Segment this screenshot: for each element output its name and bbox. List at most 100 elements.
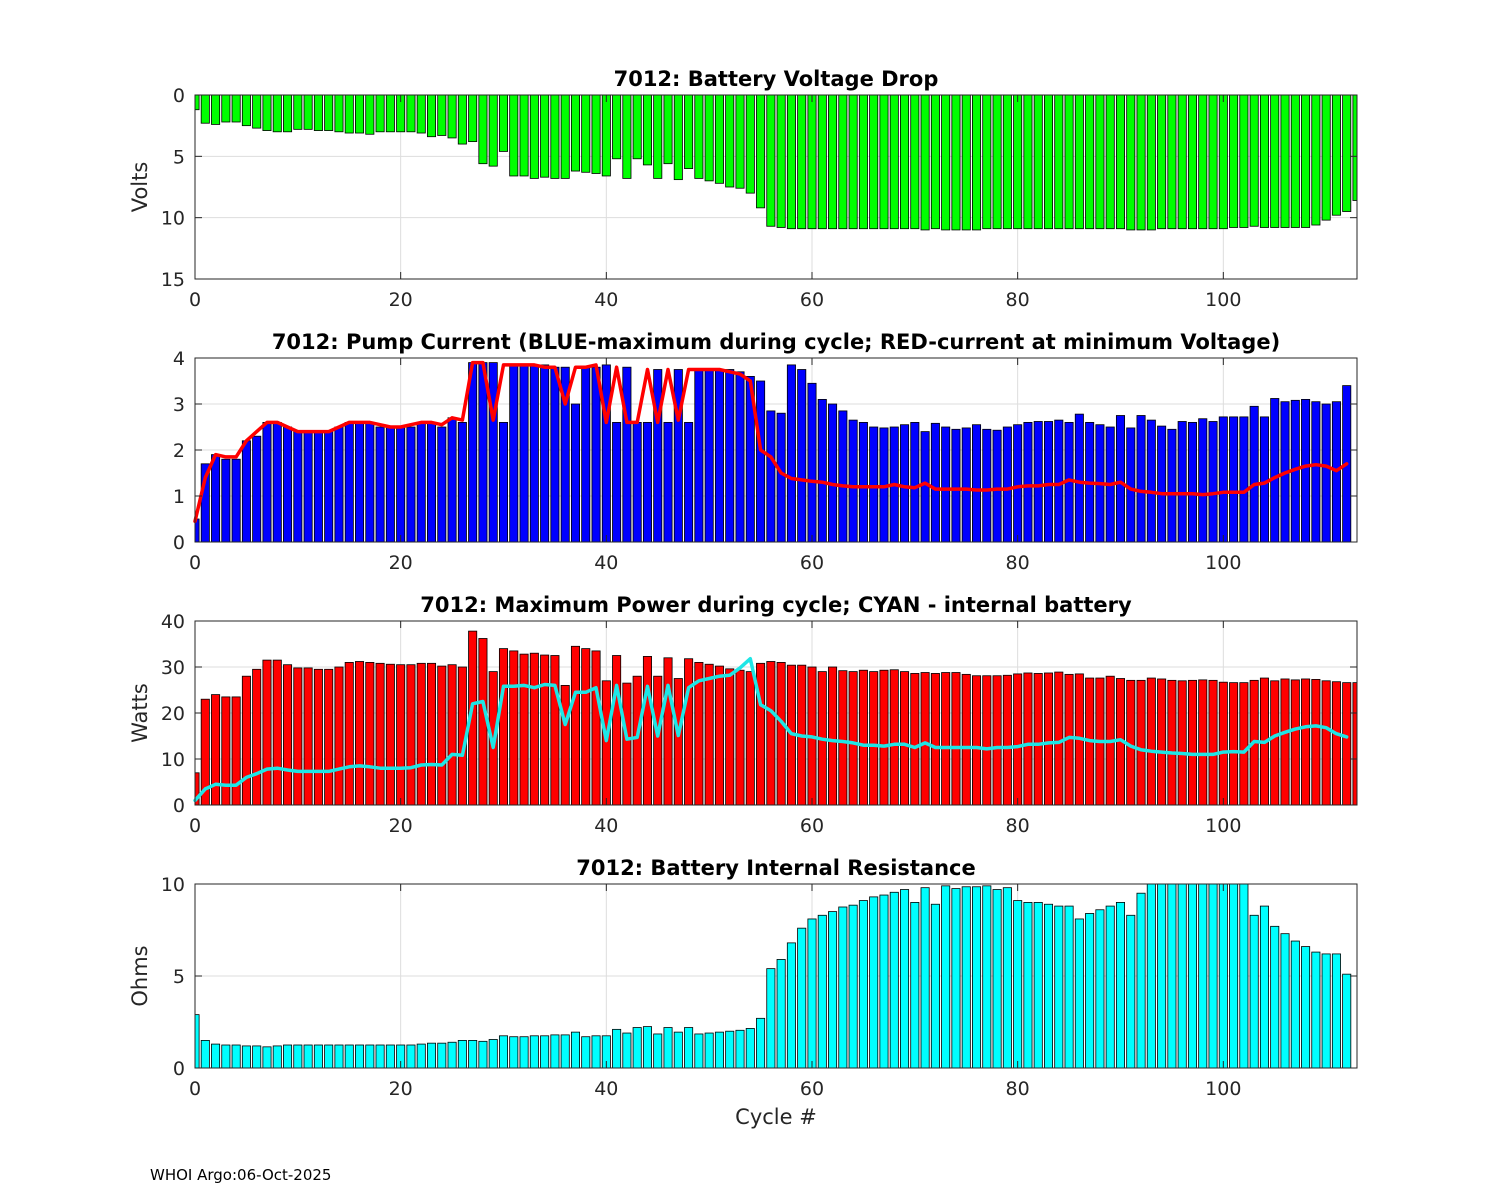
- bar: [653, 369, 663, 543]
- bar: [560, 685, 570, 806]
- bar: [1311, 951, 1321, 1069]
- bar: [725, 369, 735, 543]
- bar: [293, 667, 303, 806]
- footer-text: WHOI Argo:06-Oct-2025: [150, 1166, 332, 1184]
- bar: [231, 94, 241, 123]
- bar: [714, 1031, 724, 1069]
- bar: [1002, 426, 1012, 543]
- bar: [550, 94, 560, 179]
- bar: [1321, 403, 1331, 543]
- bar: [632, 94, 642, 160]
- bar: [601, 94, 611, 177]
- bar: [848, 904, 858, 1069]
- bar: [313, 668, 323, 806]
- bar: [457, 94, 467, 145]
- bar: [930, 903, 940, 1069]
- bar: [498, 94, 509, 152]
- bar: [1167, 428, 1177, 543]
- x-tick-label: 100: [1205, 1078, 1241, 1100]
- x-tick-label: 20: [389, 815, 413, 837]
- bar: [632, 421, 642, 543]
- bar: [838, 410, 848, 543]
- bar: [1167, 883, 1177, 1069]
- y-tick-label: 15: [161, 269, 185, 291]
- bar: [1013, 94, 1023, 230]
- bar: [437, 94, 447, 136]
- x-tick-label: 0: [189, 289, 201, 311]
- bar: [1115, 415, 1125, 543]
- bar: [951, 888, 961, 1069]
- bar: [324, 1044, 334, 1069]
- bar: [704, 663, 714, 806]
- bar: [1033, 673, 1043, 806]
- bar: [694, 1033, 704, 1069]
- bar: [283, 1044, 293, 1069]
- bar: [766, 968, 776, 1069]
- bar: [900, 671, 910, 806]
- bar: [355, 1044, 365, 1069]
- bar: [1229, 94, 1239, 228]
- bar: [426, 421, 437, 543]
- bar: [1198, 94, 1208, 230]
- bar: [1311, 401, 1321, 543]
- bar: [632, 1027, 642, 1069]
- bar: [725, 1030, 735, 1069]
- bar: [1054, 905, 1064, 1069]
- bar: [817, 398, 827, 543]
- x-tick-label: 60: [800, 552, 824, 574]
- y-tick-label: 0: [173, 85, 185, 107]
- bar: [529, 94, 539, 179]
- bar: [344, 421, 354, 543]
- bar: [1249, 914, 1259, 1069]
- bar: [1146, 94, 1156, 231]
- bar: [457, 1040, 467, 1069]
- bar: [1146, 419, 1156, 543]
- y-tick-label: 2: [173, 440, 185, 462]
- bar: [889, 669, 899, 806]
- bar: [550, 655, 560, 806]
- bar: [334, 666, 344, 806]
- bar: [252, 668, 262, 806]
- x-tick-label: 80: [1006, 1078, 1030, 1100]
- bar: [283, 94, 293, 133]
- bar: [920, 672, 930, 806]
- bar: [879, 894, 889, 1069]
- bar: [1218, 416, 1228, 543]
- bar: [1002, 674, 1012, 806]
- bar: [663, 94, 673, 165]
- bar: [653, 94, 663, 179]
- bar: [396, 664, 406, 806]
- y-tick-label: 4: [173, 348, 185, 370]
- bar: [1187, 421, 1197, 543]
- bar: [375, 94, 385, 133]
- bar: [900, 94, 910, 230]
- bar: [786, 364, 796, 543]
- bar: [252, 435, 262, 543]
- bar: [920, 94, 930, 231]
- bar: [1157, 678, 1167, 806]
- bar: [498, 1035, 509, 1069]
- bar: [1167, 679, 1177, 806]
- bar: [786, 942, 796, 1069]
- y-tick-label: 3: [173, 394, 185, 416]
- bar: [1301, 398, 1311, 543]
- bar: [488, 94, 498, 167]
- bar: [1043, 903, 1054, 1069]
- chart-title: 7012: Battery Internal Resistance: [576, 856, 976, 880]
- bar: [272, 659, 282, 806]
- bar: [1198, 883, 1208, 1069]
- bar: [1208, 94, 1218, 230]
- bar: [1002, 94, 1012, 230]
- bar: [910, 902, 920, 1069]
- chart-title: 7012: Battery Voltage Drop: [614, 67, 939, 91]
- bar: [581, 1036, 591, 1069]
- bar: [961, 673, 971, 806]
- bar: [262, 421, 272, 543]
- bar: [1218, 681, 1228, 806]
- bar: [828, 911, 838, 1069]
- bar: [828, 94, 838, 230]
- bar: [375, 426, 385, 543]
- bar: [560, 1034, 570, 1069]
- bar: [817, 94, 827, 230]
